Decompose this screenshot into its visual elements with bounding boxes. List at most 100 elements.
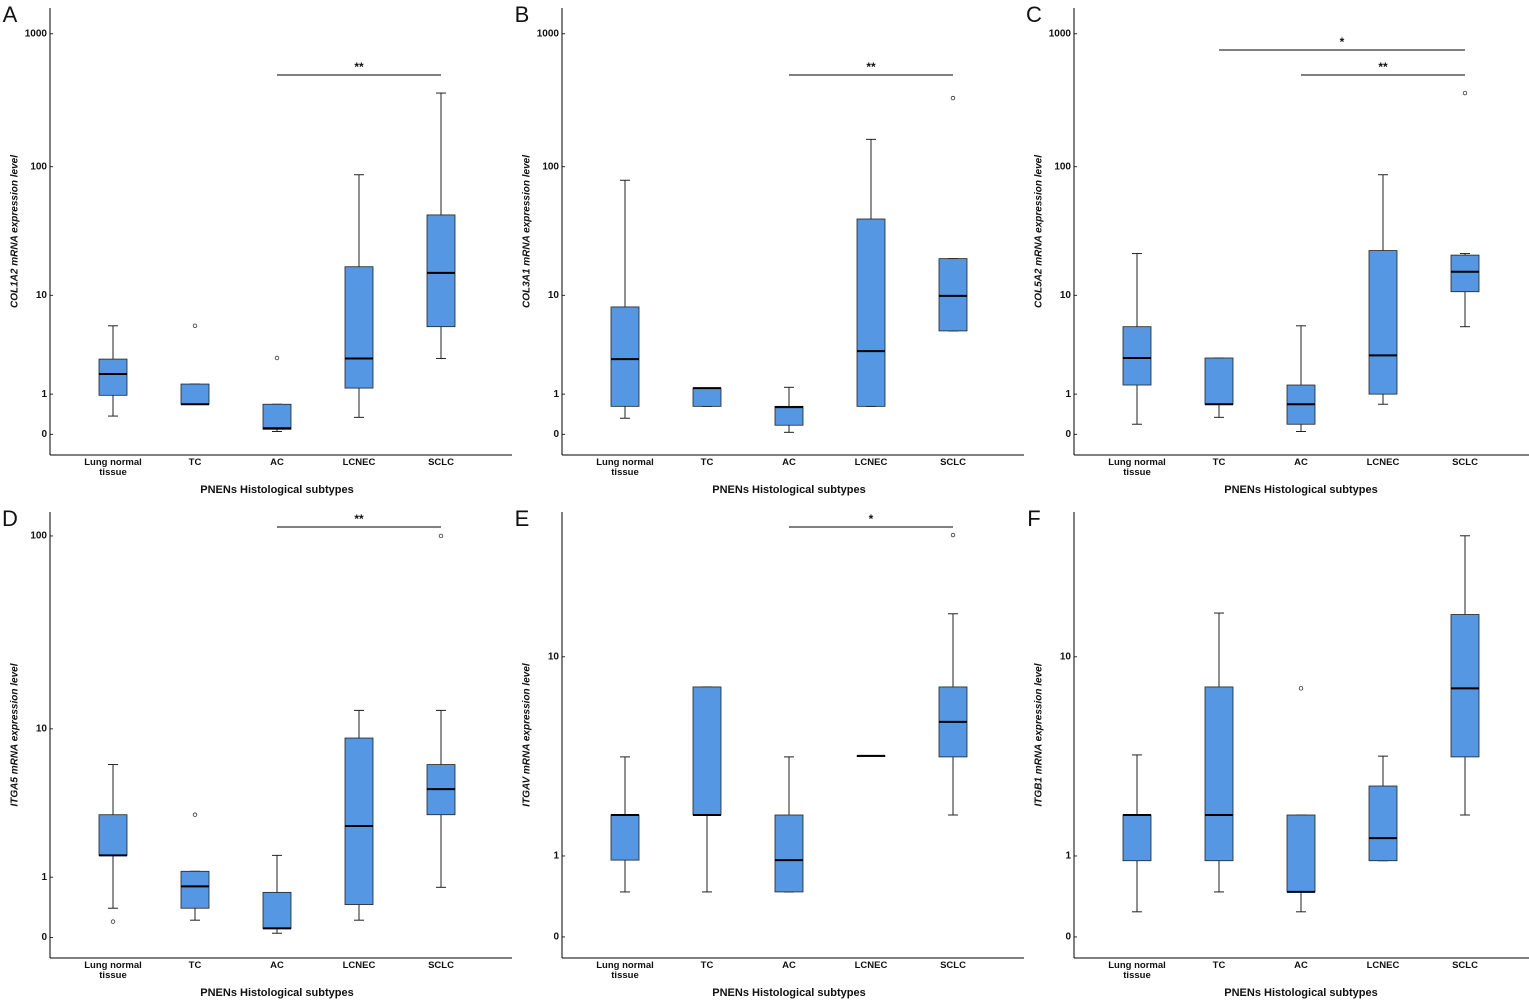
significance-label: ** (354, 60, 364, 74)
box (610, 814, 640, 861)
y-axis-label: COL3A1 mRNA expression level (522, 155, 533, 308)
x-tick-box: Lung normal tissue (1108, 458, 1166, 478)
x-tick-box: SCLC (1452, 458, 1478, 468)
x-tick-box: LCNEC (342, 961, 376, 971)
y-tick-label: 1 (1065, 851, 1071, 862)
box (774, 405, 804, 426)
y-axis-label: COL5A2 mRNA expression level (1034, 155, 1045, 308)
x-tick-label: LCNEC (1366, 458, 1400, 468)
y-tick-label: 10 (1060, 651, 1072, 662)
y-tick-label: 10 (548, 290, 560, 301)
y-tick-label: 1000 (537, 28, 560, 39)
y-tick-label: 100 (542, 161, 559, 172)
x-tick-label: Lung normal tissue (84, 961, 142, 981)
x-tick-box: SCLC (1452, 961, 1478, 971)
box (610, 306, 640, 407)
x-tick-box: TC (700, 458, 714, 468)
significance-label: * (1340, 35, 1345, 49)
x-tick-label: Lung normal tissue (1108, 458, 1166, 478)
y-tick-label: 0 (41, 932, 47, 943)
x-tick-label: TC (1212, 961, 1226, 971)
y-tick-label: 1000 (1049, 28, 1072, 39)
box (180, 383, 210, 405)
x-tick-box: TC (189, 458, 202, 468)
x-tick-label: TC (700, 458, 714, 468)
panel-label: D (2, 506, 18, 531)
x-tick-label: AC (1294, 458, 1308, 468)
box (1122, 326, 1152, 386)
box (692, 387, 722, 407)
y-tick-label: 10 (1060, 290, 1072, 301)
significance-label: ** (866, 60, 876, 74)
x-axis-label: PNENs Histological subtypes (1224, 987, 1377, 999)
x-tick-box: TC (701, 961, 714, 971)
y-tick-label: 1 (553, 851, 559, 862)
x-tick-label: LCNEC (342, 458, 376, 468)
box (180, 870, 210, 909)
outlier (192, 323, 198, 328)
box (856, 218, 886, 407)
x-tick-box: Lung normal tissue (84, 458, 142, 478)
y-tick-label: 10 (36, 723, 48, 734)
significance-label: ** (1378, 60, 1388, 74)
x-tick-box: Lung normal tissue (84, 961, 142, 981)
outlier (950, 532, 956, 538)
y-tick-label: 0 (41, 429, 47, 440)
box (1286, 814, 1316, 893)
x-tick-label: LCNEC (342, 961, 376, 971)
box (262, 403, 292, 430)
panel-label: A (3, 2, 18, 27)
box (344, 737, 374, 905)
y-tick-label: 100 (1054, 161, 1071, 172)
x-tick-label: SCLC (428, 961, 454, 971)
x-tick-box: TC (188, 961, 202, 971)
panel-label: C (1026, 2, 1042, 27)
x-tick-box: Lung normal tissue (1108, 961, 1166, 981)
x-tick-label: Lung normal tissue (84, 458, 142, 478)
y-tick-label: 0 (1065, 932, 1071, 943)
significance-label: * (869, 512, 874, 526)
x-tick-box: TC (1212, 961, 1226, 971)
x-tick-box: Lung normal tissue (596, 961, 654, 981)
x-tick-box: LCNEC (342, 458, 376, 468)
box (692, 686, 722, 816)
y-tick-label: 0 (1065, 429, 1071, 440)
x-tick-label: AC (782, 961, 796, 971)
y-tick-label: 1 (41, 872, 47, 883)
outlier (274, 355, 280, 361)
x-tick-box: AC (270, 458, 284, 468)
x-tick-label: TC (1212, 458, 1226, 468)
x-tick-label: AC (782, 458, 796, 468)
x-tick-box: SCLC (428, 458, 454, 468)
x-tick-label: AC (270, 961, 284, 971)
x-tick-box: AC (270, 961, 284, 971)
y-tick-label: 1 (41, 389, 47, 400)
x-tick-label: Lung normal tissue (1108, 961, 1166, 981)
x-tick-label: SCLC (940, 458, 966, 468)
box (774, 814, 804, 893)
box (1450, 614, 1480, 758)
outlier (1298, 686, 1304, 691)
box (344, 266, 374, 389)
y-axis-label: ITGA5 mRNA expression level (10, 663, 21, 806)
panel-label: E (515, 506, 530, 531)
significance-label: ** (354, 512, 364, 526)
outlier (192, 812, 198, 817)
x-tick-box: AC (1294, 458, 1308, 468)
x-tick-box: SCLC (940, 961, 966, 971)
x-tick-box: SCLC (428, 961, 454, 971)
x-tick-box: AC (782, 961, 796, 971)
box (1204, 686, 1234, 862)
y-tick-label: 10 (548, 651, 560, 662)
x-tick-box: TC (1212, 458, 1226, 468)
x-tick-label: TC (188, 961, 202, 971)
outlier (110, 919, 116, 924)
outlier (1462, 90, 1468, 96)
x-tick-label: Lung normal tissue (596, 458, 654, 478)
x-tick-label: SCLC (1452, 961, 1478, 971)
box (262, 891, 292, 929)
box (1368, 250, 1398, 395)
box (98, 814, 128, 856)
box (426, 214, 456, 328)
